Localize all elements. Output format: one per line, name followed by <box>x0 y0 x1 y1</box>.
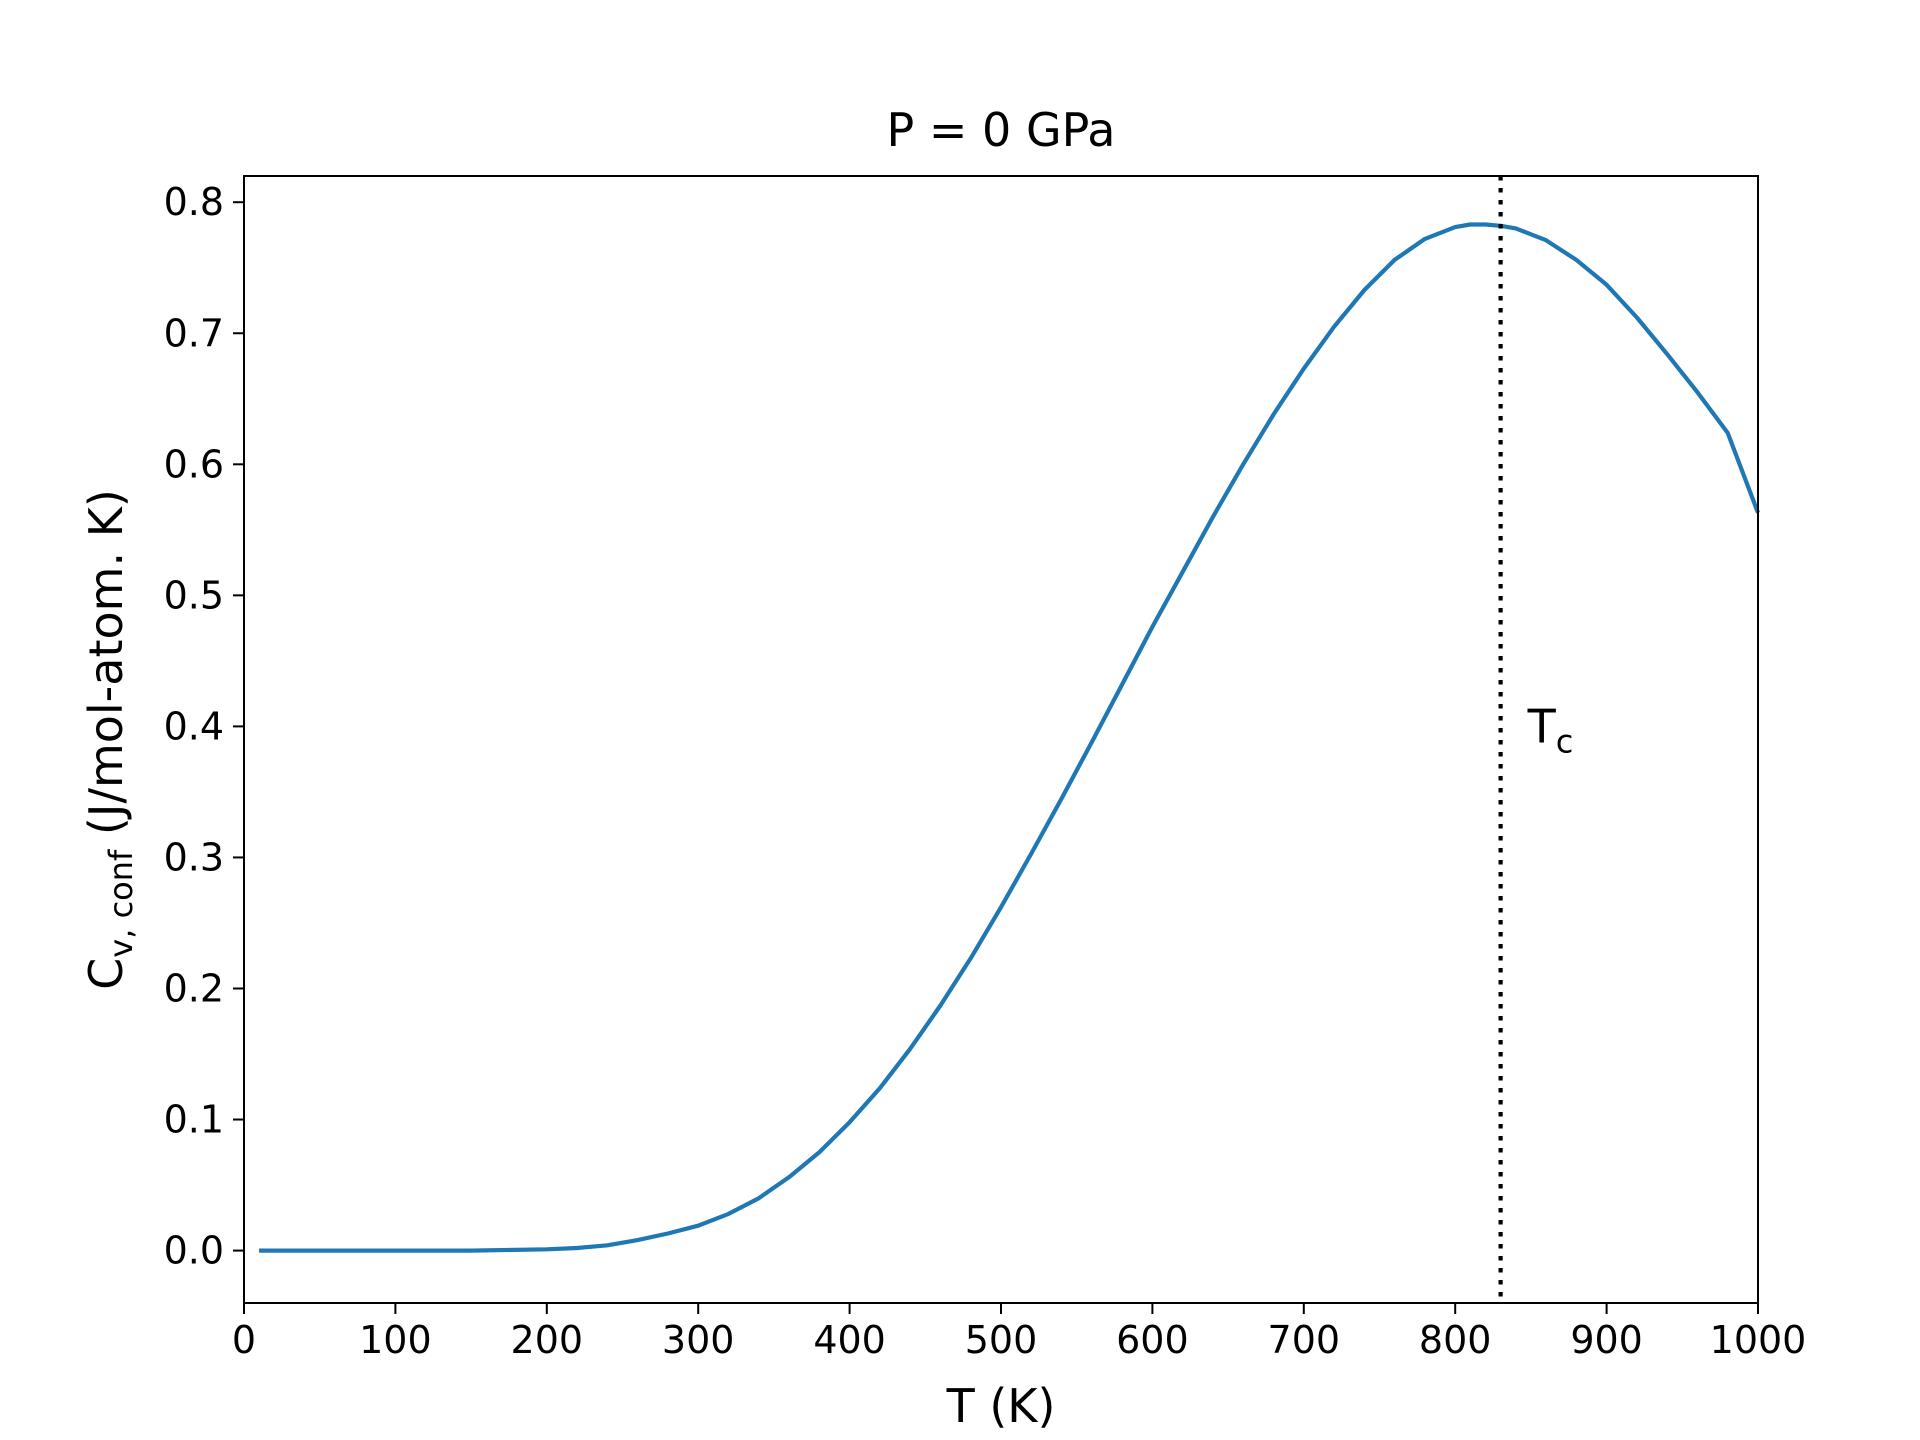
x-tick-label: 500 <box>965 1318 1038 1362</box>
y-axis-label-main: C <box>79 958 133 990</box>
x-tick-label: 700 <box>1268 1318 1341 1362</box>
x-axis-label: T (K) <box>946 1379 1056 1433</box>
y-tick-label: 0.1 <box>164 1098 224 1142</box>
chart-title: P = 0 GPa <box>887 103 1116 157</box>
x-tick-label: 200 <box>511 1318 584 1362</box>
x-tick-label: 300 <box>662 1318 735 1362</box>
tc-label-subscript: c <box>1556 722 1574 760</box>
axis-ticks: 0 100 200 300 400 500 600 700 800 900 1000 0.0 0.1 0.… <box>164 180 1807 1362</box>
x-tick-label: 900 <box>1570 1318 1643 1362</box>
tc-annotation-label: Tc <box>1527 699 1574 760</box>
x-tick-label: 1000 <box>1710 1318 1807 1362</box>
y-axis-label: Cv, conf (J/mol-atom. K) <box>79 489 140 990</box>
y-tick-label: 0.0 <box>164 1229 224 1273</box>
y-axis-label-subscript: v, conf <box>102 849 140 958</box>
y-tick-label: 0.4 <box>164 704 224 748</box>
x-tick-label: 400 <box>813 1318 886 1362</box>
y-tick-label: 0.7 <box>164 311 224 355</box>
y-tick-label: 0.8 <box>164 180 224 224</box>
y-axis-label-unit: (J/mol-atom. K) <box>79 489 133 850</box>
x-tick-label: 100 <box>359 1318 432 1362</box>
x-tick-label: 0 <box>232 1318 256 1362</box>
y-tick-label: 0.2 <box>164 966 224 1010</box>
y-tick-label: 0.5 <box>164 573 224 617</box>
x-tick-label: 600 <box>1116 1318 1189 1362</box>
y-tick-label: 0.6 <box>164 442 224 486</box>
x-tick-label: 800 <box>1419 1318 1492 1362</box>
tc-label-main: T <box>1527 699 1557 753</box>
y-tick-label: 0.3 <box>164 835 224 879</box>
series-line-0 <box>259 222 1760 1253</box>
